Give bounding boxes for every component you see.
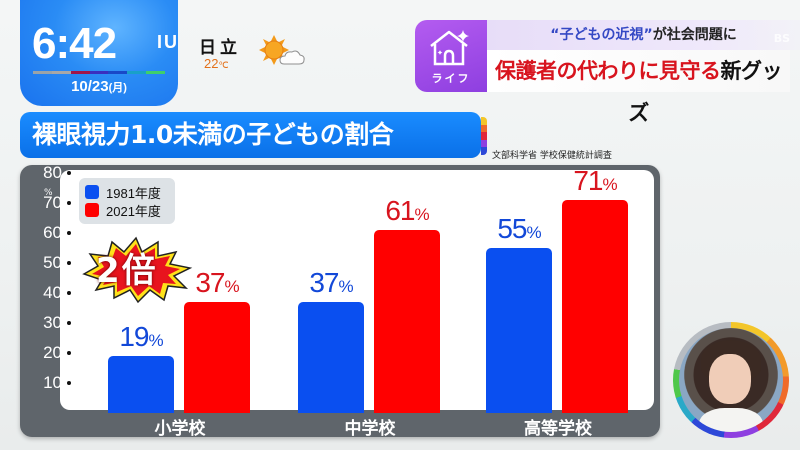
temperature-value: 22: [204, 56, 219, 71]
clock-color-bar: [33, 71, 166, 74]
y-tick-label: 30: [22, 314, 71, 331]
y-tick-label: 70: [22, 194, 71, 211]
double-annotation: 2倍: [96, 251, 158, 291]
stripe-segment: [481, 139, 487, 148]
legend-swatch-blue: [85, 185, 99, 199]
category-badge: ライフ: [415, 20, 487, 92]
chart-title: 裸眼視力1.0未満の子どもの割合: [20, 112, 481, 158]
y-tick-label: 50: [22, 254, 71, 271]
bar-value-label: 61%: [385, 195, 429, 226]
clock-bar-segment: [51, 71, 71, 74]
x-category-label: 小学校: [154, 419, 206, 439]
bar-2021: [374, 230, 440, 413]
clock-bar-segment: [33, 71, 52, 74]
clock-bar-segment: [146, 71, 166, 74]
clock-bar-segment: [108, 71, 128, 74]
bar-2021: [184, 302, 250, 413]
bar-value-label: 37%: [195, 267, 239, 298]
weather-city: 日立: [199, 38, 241, 58]
sun-cloud-icon: [259, 35, 305, 65]
legend: 1981年度 2021年度: [79, 178, 175, 224]
stripe-segment: [481, 132, 487, 140]
bar-1981: [298, 302, 364, 413]
legend-item-2021: 2021年度: [85, 201, 169, 219]
title-color-stripe: [481, 117, 487, 155]
date-text: 10/23: [71, 78, 109, 95]
source-note: 文部科学省 学校保健統計調査: [492, 151, 612, 161]
presenter-photo: [679, 328, 783, 432]
topic-headline: 保護者の代わりに見守る新グッズ: [487, 50, 790, 125]
stripe-segment: [481, 117, 487, 125]
clock-bar-segment: [70, 71, 90, 74]
headline-red: 保護者の代わりに見守る: [495, 59, 721, 83]
bar-value-label: 37%: [309, 267, 353, 298]
legend-label: 1981年度: [106, 185, 161, 201]
bar-2021: [562, 200, 628, 413]
stripe-segment: [481, 147, 487, 155]
stripe-segment: [481, 124, 487, 133]
y-tick-label: 10: [22, 374, 71, 391]
clock-date: 10/23(月): [20, 78, 178, 95]
x-category-label: 高等学校: [524, 419, 592, 439]
bs-watermark: BS: [773, 32, 790, 45]
legend-item-1981: 1981年度: [85, 183, 169, 201]
bar-value-label: 55%: [497, 213, 541, 244]
weather-temperature: 22℃: [204, 56, 229, 71]
weekday-text: (月): [108, 82, 127, 94]
presenter-avatar: [673, 322, 789, 438]
y-tick-label: 40: [22, 284, 71, 301]
channel-logo: IU: [157, 32, 179, 52]
clock-widget: 6:42 IU 10/23(月): [20, 0, 178, 106]
category-label: ライフ: [431, 72, 471, 85]
clock-bar-segment: [127, 71, 147, 74]
legend-swatch-red: [85, 203, 99, 217]
presenter-face: [709, 354, 751, 404]
subtitle-rest: が社会問題に: [652, 27, 737, 43]
y-tick-label: 60: [22, 224, 71, 241]
temperature-unit: ℃: [218, 60, 229, 70]
bar-1981: [108, 356, 174, 413]
topic-subtitle: “子どもの近視”が社会問題に BS: [487, 20, 800, 50]
topic-banner: ライフ “子どもの近視”が社会問題に BS 保護者の代わりに見守る新グッズ: [415, 20, 800, 125]
bar-1981: [486, 248, 552, 413]
y-tick-label: 20: [22, 344, 71, 361]
x-category-label: 中学校: [344, 419, 396, 439]
clock-bar-segment: [89, 71, 109, 74]
legend-label: 2021年度: [106, 203, 161, 219]
headline-black: 新グッズ: [628, 59, 782, 125]
clock-time: 6:42: [32, 19, 117, 68]
bar-value-label: 19%: [119, 321, 163, 352]
house-sparkle-icon: [430, 30, 469, 66]
presenter-body: [699, 408, 763, 432]
subtitle-quote: “子どもの近視”: [550, 27, 653, 43]
y-tick-label: 80: [22, 164, 71, 181]
starburst-icon: [82, 236, 193, 304]
bar-value-label: 71%: [573, 165, 617, 196]
y-axis-unit: %: [44, 188, 53, 198]
